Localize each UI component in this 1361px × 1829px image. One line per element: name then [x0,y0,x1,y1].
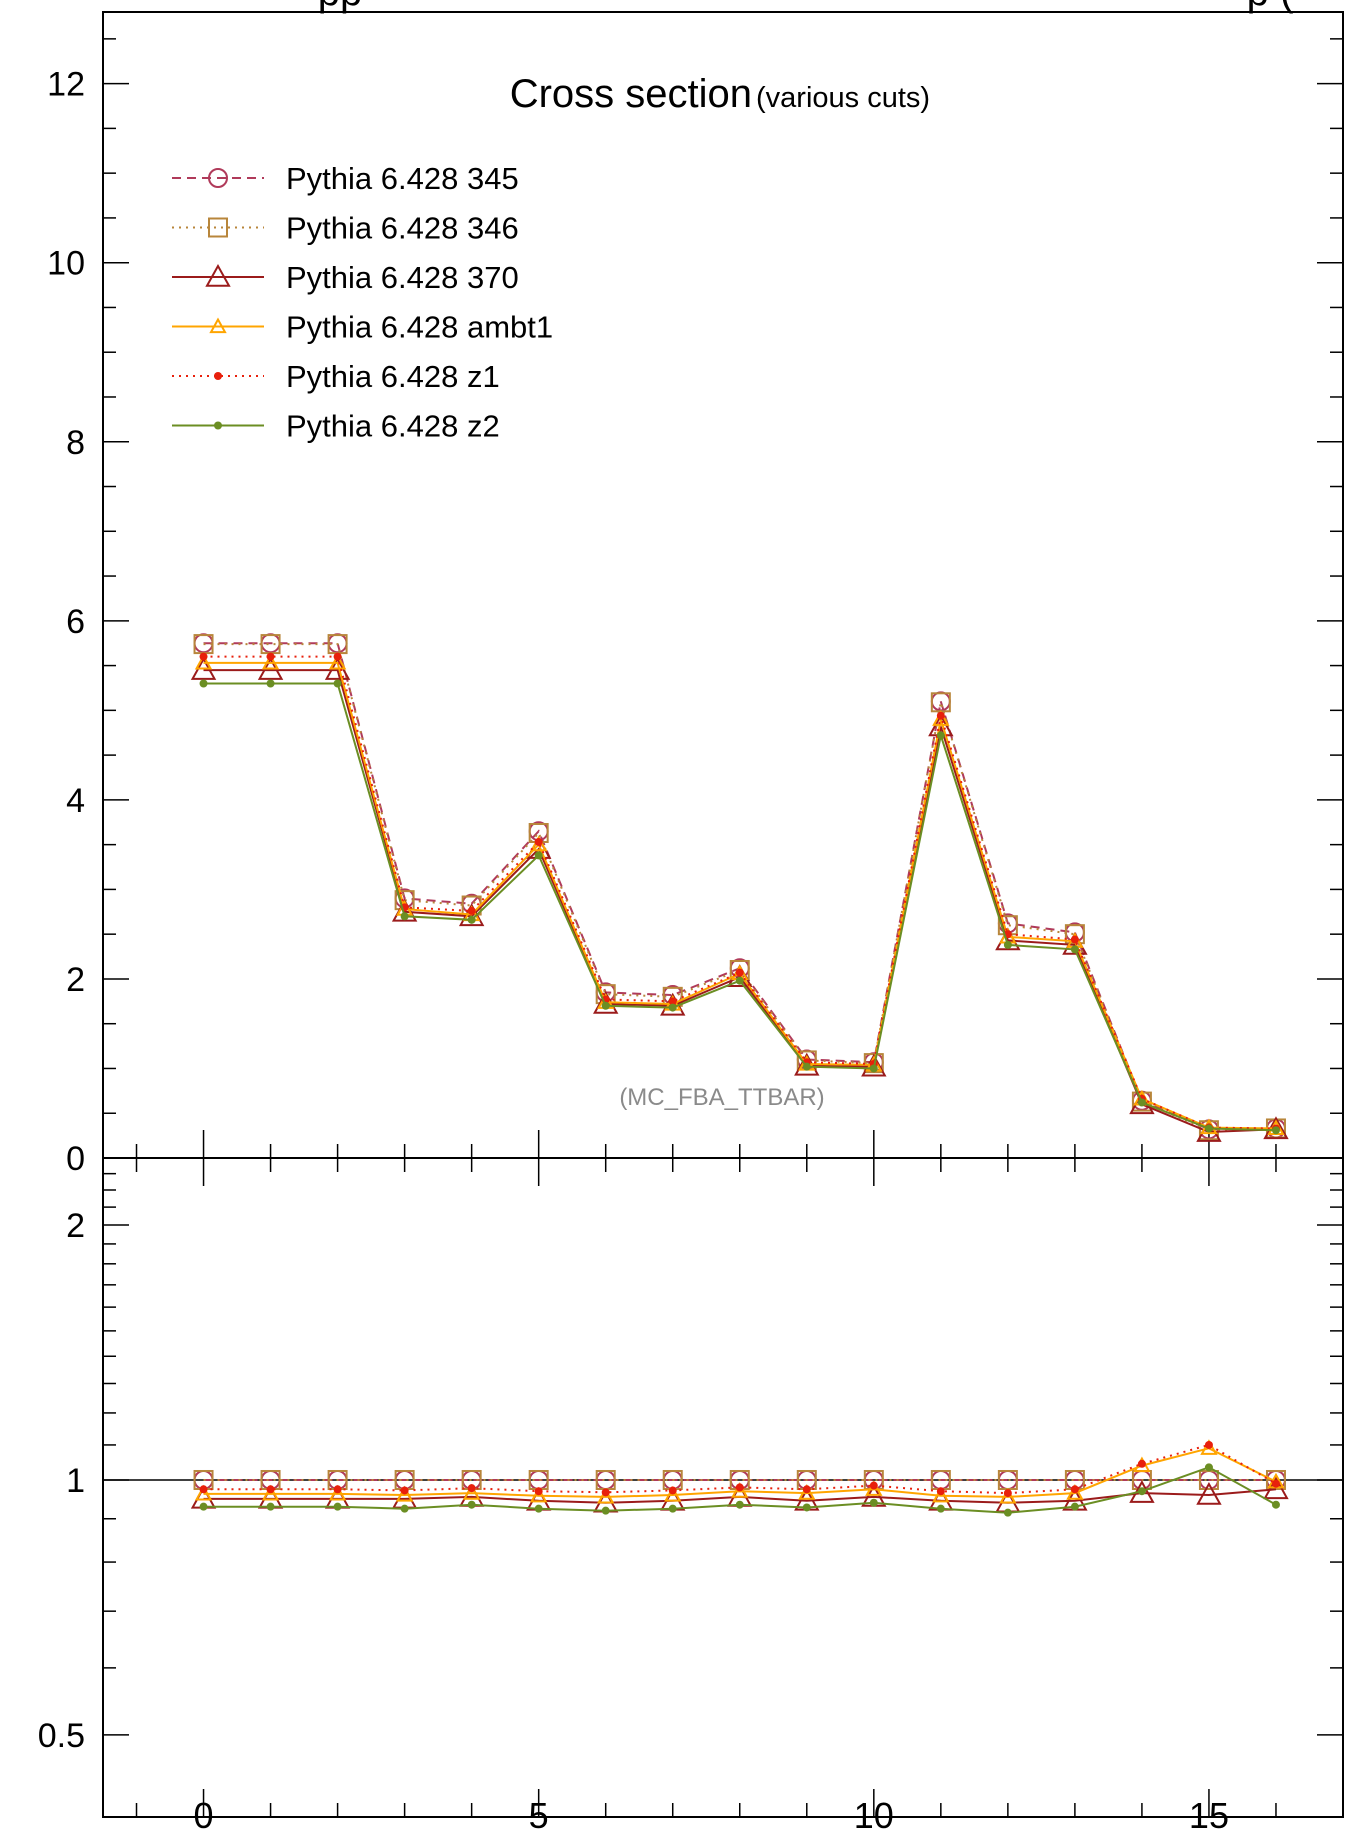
ratio-series-4-point [1272,1480,1280,1488]
ratio-series-4-point [870,1482,878,1490]
y-tick-label: 2 [66,961,85,999]
ratio-series-4-point [669,1486,677,1494]
ratio-series-4-point [535,1487,543,1495]
ratio-series-5-point [1004,1509,1012,1517]
legend-label-0: Pythia 6.428 345 [286,161,519,196]
ratio-series-4-point [736,1483,744,1491]
ratio-series-4-point [200,1485,208,1493]
legend-label-1: Pythia 6.428 346 [286,211,519,246]
top-series-4-point [1071,936,1079,944]
ratio-series-5-point [937,1505,945,1513]
chart-subtitle: (various cuts) [756,82,930,114]
y-tick-label: 8 [66,424,85,462]
ratio-series-5-point [468,1501,476,1509]
top-series-5-point [736,977,744,985]
ratio-y-tick-label: 1 [66,1462,85,1500]
top-series-5-point [200,679,208,687]
top-series-4-point [267,653,275,661]
top-series-5-point [1071,945,1079,953]
top-series-4-point [535,838,543,846]
ratio-series-4-point [267,1485,275,1493]
top-series-5-point [870,1064,878,1072]
ratio-series-4-point [803,1485,811,1493]
ratio-series-5-point [803,1503,811,1511]
ratio-series-5-point [602,1507,610,1515]
top-series-4-point [468,907,476,915]
y-tick-label: 0 [66,1140,85,1178]
legend-label-4: Pythia 6.428 z1 [286,359,500,394]
x-tick-label: 5 [529,1795,549,1829]
legend-label-3: Pythia 6.428 ambt1 [286,310,553,345]
ratio-series-4-point [468,1484,476,1492]
ratio-series-5-point [669,1505,677,1513]
ratio-series-4-point [334,1485,342,1493]
top-series-5-point [669,1004,677,1012]
ratio-series-4-point [1205,1441,1213,1449]
top-series-line-1 [204,644,1277,1130]
ratio-series-5-point [535,1505,543,1513]
ratio-series-5-point [870,1499,878,1507]
ratio-series-5-point [1071,1503,1079,1511]
top-series-line-5 [204,684,1277,1131]
top-series-5-point [334,679,342,687]
ratio-series-5-point [267,1503,275,1511]
analysis-watermark: (MC_FBA_TTBAR) [619,1084,824,1111]
x-tick-label: 0 [194,1795,214,1829]
ratio-series-4-point [1004,1489,1012,1497]
top-series-5-point [602,1002,610,1010]
top-series-5-point [267,679,275,687]
ratio-series-5-point [1272,1501,1280,1509]
top-series-line-3 [204,663,1277,1129]
x-tick-label: 10 [854,1795,894,1829]
ratio-series-4-point [1071,1485,1079,1493]
ratio-series-5-point [1205,1463,1213,1471]
top-series-5-point [468,916,476,924]
legend-label-2: Pythia 6.428 370 [286,260,519,295]
top-series-4-point [736,969,744,977]
y-tick-label: 12 [47,66,85,104]
top-series-4-point [334,653,342,661]
chart-title: Cross section [510,72,752,116]
y-tick-label: 10 [47,245,85,283]
top-series-4-point [937,712,945,720]
y-tick-label: 4 [66,782,85,820]
legend-label-5: Pythia 6.428 z2 [286,409,500,444]
ratio-y-tick-label: 0.5 [38,1717,85,1755]
ratio-series-4-point [602,1488,610,1496]
ratio-series-4-point [937,1487,945,1495]
top-series-5-point [1205,1124,1213,1132]
ratio-plot-panel: 0.5 1 2 0 5 10 15 [38,1158,1343,1829]
top-series-line-0 [204,643,1277,1129]
x-tick-label: 15 [1189,1795,1229,1829]
ratio-series-4-point [401,1486,409,1494]
ratio-series-5-point [334,1503,342,1511]
legend-marker-2 [207,266,229,286]
top-series-5-point [1004,941,1012,949]
legend-marker-1 [209,219,227,237]
legend-marker-5 [214,422,222,430]
ratio-series-5-point [401,1505,409,1513]
legend-marker-4 [214,372,222,380]
y-tick-label: 6 [66,603,85,641]
top-series-5-point [803,1063,811,1071]
top-series-5-point [401,912,409,920]
ratio-series-5-point [736,1501,744,1509]
ratio-series-4-point [1138,1460,1146,1468]
top-series-5-point [1272,1126,1280,1134]
ratio-series-5-point [1138,1487,1146,1495]
legend: Pythia 6.428 345 Pythia 6.428 346 Pythia 6… [172,161,553,444]
top-series-line-4 [204,657,1277,1129]
top-series-5-point [937,731,945,739]
top-series-5-point [1138,1098,1146,1106]
ratio-series-5-point [200,1503,208,1511]
top-series-line-2 [204,670,1277,1132]
top-series-4-point [200,653,208,661]
ratio-y-tick-label: 2 [66,1207,85,1245]
main-plot-panel: 0 2 4 6 8 10 12 [47,12,1343,1178]
top-series-5-point [535,851,543,859]
